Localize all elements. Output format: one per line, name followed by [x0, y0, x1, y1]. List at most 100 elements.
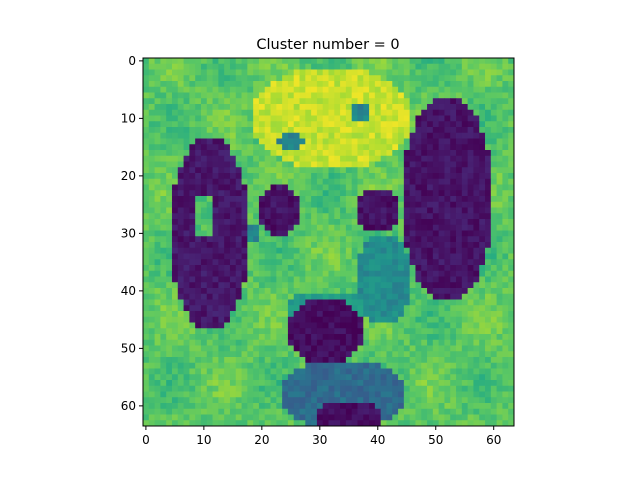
heatmap-cell — [178, 248, 184, 254]
heatmap-cell — [195, 328, 201, 334]
heatmap-cell — [184, 277, 190, 283]
heatmap-cell — [300, 190, 306, 196]
heatmap-cell — [143, 254, 149, 260]
heatmap-cell — [404, 282, 410, 288]
heatmap-cell — [462, 346, 468, 352]
heatmap-cell — [305, 98, 311, 104]
heatmap-cell — [282, 150, 288, 156]
heatmap-cell — [421, 190, 427, 196]
heatmap-cell — [363, 323, 369, 329]
heatmap-cell — [392, 300, 398, 306]
heatmap-cell — [456, 328, 462, 334]
heatmap-cell — [329, 75, 335, 81]
heatmap-cell — [189, 323, 195, 329]
heatmap-cell — [410, 242, 416, 248]
heatmap-cell — [497, 75, 503, 81]
heatmap-cell — [485, 196, 491, 202]
heatmap-cell — [288, 219, 294, 225]
heatmap-cell — [265, 75, 271, 81]
heatmap-cell — [410, 202, 416, 208]
heatmap-cell — [213, 167, 219, 173]
heatmap-cell — [323, 162, 329, 168]
heatmap-cell — [242, 248, 248, 254]
heatmap-cell — [456, 190, 462, 196]
heatmap-cell — [265, 248, 271, 254]
heatmap-cell — [155, 380, 161, 386]
heatmap-cell — [340, 305, 346, 311]
heatmap-cell — [450, 334, 456, 340]
heatmap-cell — [311, 374, 317, 380]
heatmap-cell — [404, 323, 410, 329]
heatmap-cell — [473, 144, 479, 150]
heatmap-cell — [352, 81, 358, 87]
heatmap-cell — [485, 173, 491, 179]
heatmap-cell — [323, 98, 329, 104]
heatmap-cell — [172, 254, 178, 260]
heatmap-cell — [155, 81, 161, 87]
heatmap-cell — [213, 282, 219, 288]
heatmap-cell — [155, 254, 161, 260]
heatmap-cell — [415, 219, 421, 225]
heatmap-cell — [485, 236, 491, 242]
heatmap-cell — [184, 409, 190, 415]
heatmap-cell — [230, 185, 236, 191]
heatmap-cell — [410, 167, 416, 173]
heatmap-cell — [265, 305, 271, 311]
heatmap-cell — [439, 185, 445, 191]
heatmap-cell — [236, 190, 242, 196]
heatmap-cell — [363, 380, 369, 386]
heatmap-cell — [317, 415, 323, 421]
heatmap-cell — [415, 328, 421, 334]
heatmap-cell — [288, 351, 294, 357]
heatmap-cell — [259, 225, 265, 231]
heatmap-cell — [253, 374, 259, 380]
heatmap-cell — [207, 139, 213, 145]
heatmap-cell — [247, 340, 253, 346]
heatmap-cell — [271, 64, 277, 70]
heatmap-cell — [323, 294, 329, 300]
heatmap-cell — [201, 334, 207, 340]
heatmap-cell — [491, 190, 497, 196]
heatmap-cell — [375, 185, 381, 191]
heatmap-cell — [253, 259, 259, 265]
heatmap-cell — [300, 351, 306, 357]
heatmap-cell — [329, 110, 335, 116]
heatmap-cell — [444, 225, 450, 231]
heatmap-cell — [282, 116, 288, 122]
heatmap-cell — [415, 70, 421, 76]
heatmap-cell — [300, 156, 306, 162]
heatmap-cell — [253, 156, 259, 162]
heatmap-cell — [346, 386, 352, 392]
heatmap-cell — [415, 409, 421, 415]
heatmap-cell — [340, 225, 346, 231]
heatmap-cell — [375, 87, 381, 93]
heatmap-cell — [352, 328, 358, 334]
heatmap-cell — [386, 110, 392, 116]
heatmap-cell — [346, 242, 352, 248]
heatmap-cell — [230, 98, 236, 104]
heatmap-cell — [276, 156, 282, 162]
heatmap-cell — [462, 242, 468, 248]
heatmap-cell — [166, 231, 172, 237]
heatmap-cell — [456, 75, 462, 81]
heatmap-cell — [415, 213, 421, 219]
heatmap-cell — [160, 363, 166, 369]
heatmap-cell — [288, 150, 294, 156]
heatmap-cell — [357, 133, 363, 139]
heatmap-cell — [143, 64, 149, 70]
heatmap-cell — [508, 139, 514, 145]
heatmap-cell — [224, 415, 230, 421]
heatmap-cell — [259, 70, 265, 76]
heatmap-cell — [149, 64, 155, 70]
heatmap-cell — [352, 271, 358, 277]
heatmap-cell — [497, 271, 503, 277]
heatmap-cell — [143, 311, 149, 317]
heatmap-cell — [450, 323, 456, 329]
heatmap-cell — [271, 300, 277, 306]
heatmap-cell — [230, 150, 236, 156]
heatmap-cell — [242, 133, 248, 139]
heatmap-cell — [253, 334, 259, 340]
heatmap-cell — [195, 340, 201, 346]
heatmap-cell — [479, 202, 485, 208]
heatmap-cell — [160, 386, 166, 392]
